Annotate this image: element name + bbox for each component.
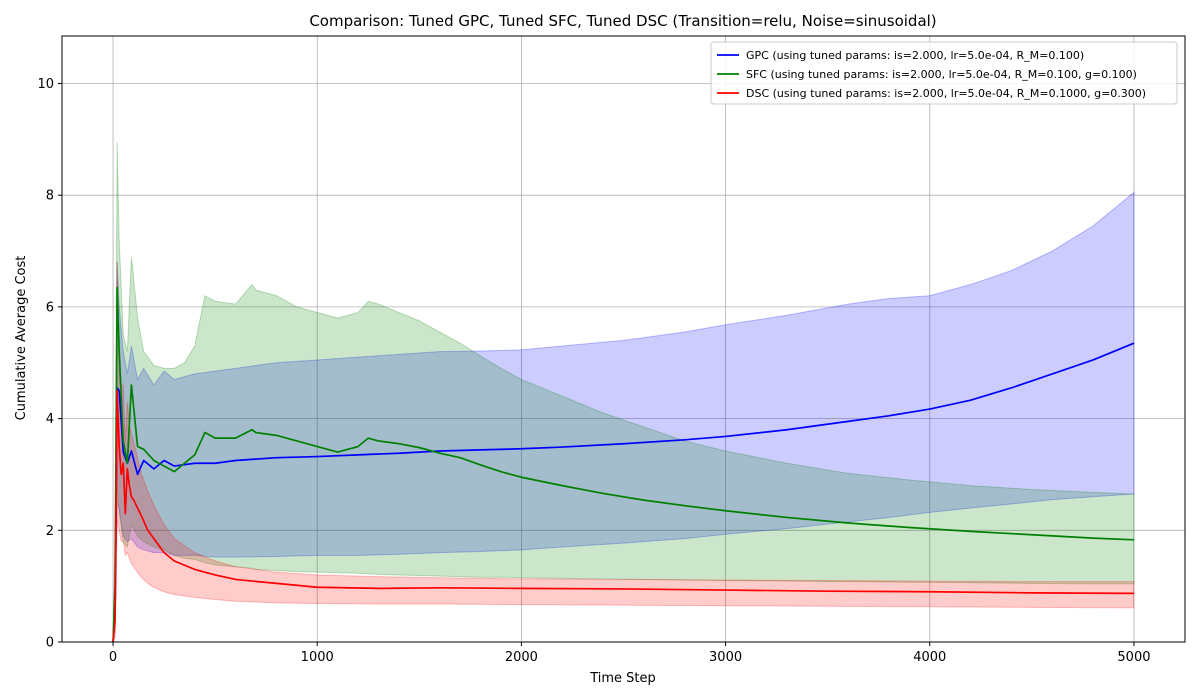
x-tick-label: 5000 (1117, 650, 1150, 665)
tick-labels: 0 1000 2000 3000 4000 5000 0 2 4 6 8 10 (37, 77, 1150, 665)
axes (58, 35, 1186, 646)
y-tick-label: 2 (46, 524, 54, 539)
y-tick-label: 8 (46, 189, 54, 204)
x-axis-label: Time Step (589, 671, 656, 686)
confidence-bands (112, 142, 1135, 643)
series-line-2 (112, 389, 1134, 643)
series-line-0 (112, 342, 1135, 643)
x-tick-label: 4000 (913, 650, 946, 665)
chart-title: Comparison: Tuned GPC, Tuned SFC, Tuned … (309, 12, 936, 30)
y-tick-label: 6 (46, 300, 54, 315)
y-tick-label: 10 (37, 77, 54, 92)
legend-box (710, 41, 1178, 105)
series-line-1 (112, 286, 1134, 643)
series-lines (112, 286, 1135, 643)
plot-frame (61, 35, 1186, 643)
legend: GPC (using tuned params: is=2.000, lr=5.… (710, 41, 1178, 105)
legend-label-2: DSC (using tuned params: is=2.000, lr=5.… (746, 87, 1146, 100)
x-tick-label: 3000 (709, 650, 742, 665)
x-tick-label: 2000 (505, 650, 538, 665)
x-tick-label: 1000 (301, 650, 334, 665)
legend-label-0: GPC (using tuned params: is=2.000, lr=5.… (746, 49, 1084, 62)
x-tick-label: 0 (109, 650, 117, 665)
legend-label-1: SFC (using tuned params: is=2.000, lr=5.… (746, 68, 1137, 81)
y-axis-label: Cumulative Average Cost (14, 256, 29, 421)
y-tick-label: 4 (46, 412, 54, 427)
series-band-2 (112, 262, 1135, 643)
y-tick-label: 0 (46, 636, 54, 651)
